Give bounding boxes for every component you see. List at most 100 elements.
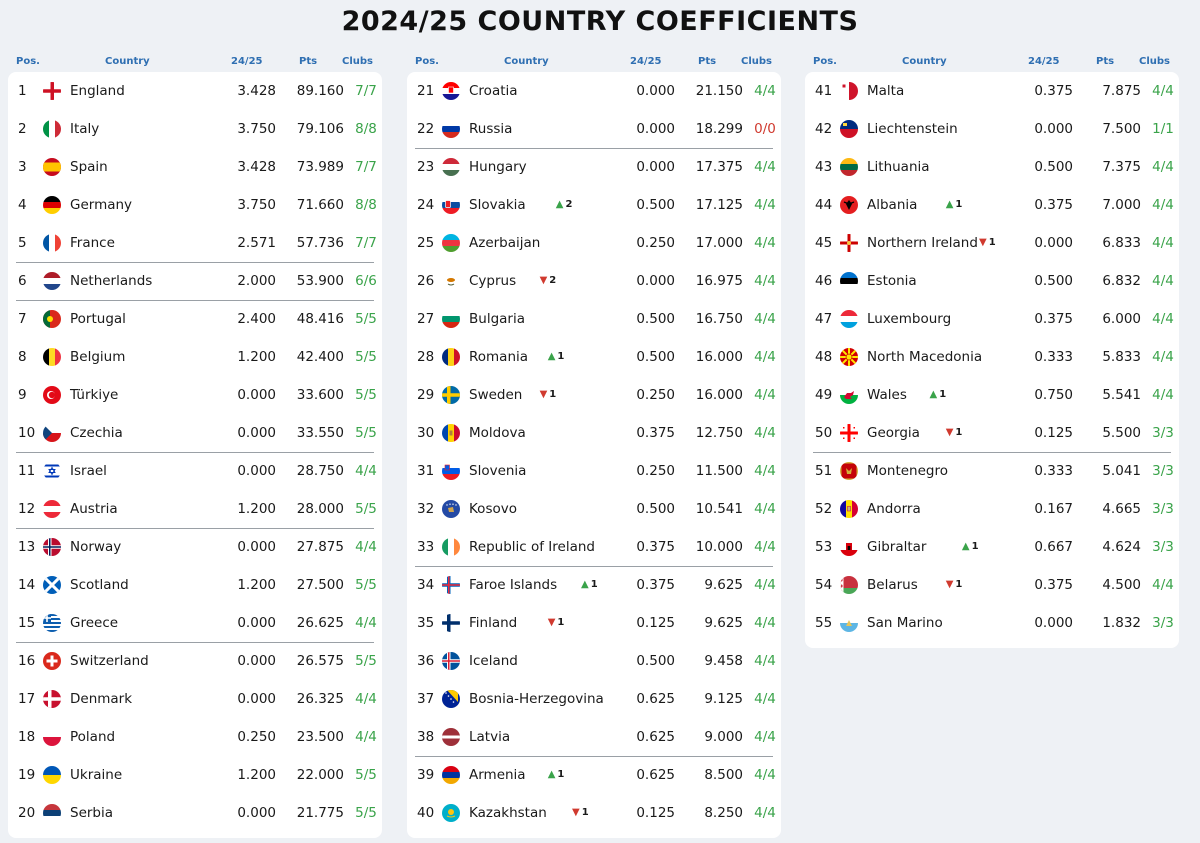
belgium-flag-icon [43, 348, 61, 366]
table-row: 32 Kosovo 0.500 10.541 4/4 [415, 490, 776, 528]
triangle-up-icon: ▲ [547, 769, 556, 780]
rank-cell: 25 [417, 235, 435, 251]
season-coefficient: 0.500 [636, 197, 675, 213]
rank-change-value: 1 [557, 769, 565, 780]
rank-cell: 26 [417, 273, 435, 289]
country-name: Italy [70, 121, 100, 137]
table-row: 50 Georgia ▼ 1 0.125 5.500 3/3 [813, 414, 1174, 453]
country-name: Northern Ireland [867, 235, 978, 251]
austria-flag-icon [43, 500, 61, 518]
rank-cell: 20 [18, 805, 36, 821]
header-season: 24/25 [630, 56, 662, 67]
total-points: 79.106 [296, 121, 344, 137]
table-header: Pos. Country 24/25 Pts Clubs [805, 48, 1179, 72]
clubs-remaining: 4/4 [754, 197, 776, 213]
season-coefficient: 0.625 [636, 691, 675, 707]
rank-down-indicator: ▼ 1 [946, 427, 963, 438]
season-coefficient: 0.375 [636, 425, 675, 441]
rank-cell: 39 [417, 767, 435, 783]
rank-up-indicator: ▲ 1 [962, 541, 979, 552]
clubs-remaining: 4/4 [754, 425, 776, 441]
rank-cell: 18 [18, 729, 36, 745]
total-points: 21.775 [296, 805, 344, 821]
ireland-flag-icon [442, 538, 460, 556]
clubs-remaining: 5/5 [355, 767, 377, 783]
season-coefficient: 0.000 [237, 463, 276, 479]
season-coefficient: 0.250 [636, 463, 675, 479]
table-row: 4 Germany 3.750 71.660 8/8 [16, 186, 377, 224]
rank-cell: 11 [18, 463, 36, 479]
header-clubs: Clubs [342, 56, 373, 67]
total-points: 89.160 [296, 83, 344, 99]
triangle-down-icon: ▼ [539, 275, 548, 286]
country-name: Faroe Islands [469, 577, 558, 593]
france-flag-icon [43, 234, 61, 252]
clubs-remaining: 0/0 [754, 121, 776, 137]
rank-cell: 22 [417, 121, 435, 137]
season-coefficient: 0.167 [1034, 501, 1073, 517]
total-points: 16.000 [695, 349, 743, 365]
season-coefficient: 0.125 [636, 805, 675, 821]
country-name: Sweden [469, 387, 523, 403]
page-title: 2024/25 COUNTRY COEFFICIENTS [341, 6, 859, 37]
season-coefficient: 0.625 [636, 767, 675, 783]
rank-cell: 48 [815, 349, 833, 365]
season-coefficient: 0.375 [1034, 577, 1073, 593]
table-row: 36 Iceland 0.500 9.458 4/4 [415, 642, 776, 680]
belarus-flag-icon [840, 576, 858, 594]
rank-cell: 17 [18, 691, 36, 707]
header-pos: Pos. [16, 56, 40, 67]
total-points: 5.833 [1102, 349, 1141, 365]
season-coefficient: 0.625 [636, 729, 675, 745]
table-row: 52 Andorra 0.167 4.665 3/3 [813, 490, 1174, 528]
clubs-remaining: 4/4 [1152, 273, 1174, 289]
country-name: Latvia [469, 729, 511, 745]
rank-cell: 1 [18, 83, 27, 99]
clubs-remaining: 4/4 [355, 615, 377, 631]
table-header: Pos. Country 24/25 Pts Clubs [407, 48, 781, 72]
triangle-up-icon: ▲ [547, 351, 556, 362]
rank-cell: 54 [815, 577, 833, 593]
clubs-remaining: 5/5 [355, 311, 377, 327]
clubs-remaining: 4/4 [754, 767, 776, 783]
azerbaijan-flag-icon [442, 234, 460, 252]
table-row: 18 Poland 0.250 23.500 4/4 [16, 718, 377, 756]
table-row: 54 Belarus ▼ 1 0.375 4.500 4/4 [813, 566, 1174, 604]
triangle-up-icon: ▲ [581, 579, 589, 590]
country-name: Scotland [70, 577, 129, 593]
rank-cell: 24 [417, 197, 435, 213]
rank-change-value: 1 [557, 617, 565, 628]
clubs-remaining: 3/3 [1152, 463, 1174, 479]
country-name: Montenegro [867, 463, 949, 479]
total-points: 16.000 [695, 387, 743, 403]
country-name: Cyprus [469, 273, 517, 289]
country-name: North Macedonia [867, 349, 983, 365]
norway-flag-icon [43, 538, 61, 556]
moldova-flag-icon [442, 424, 460, 442]
rank-cell: 13 [18, 539, 36, 555]
triangle-up-icon: ▲ [929, 389, 938, 400]
clubs-remaining: 4/4 [1152, 159, 1174, 175]
luxembourg-flag-icon [840, 310, 858, 328]
table-row: 26 Cyprus ▼ 2 0.000 16.975 4/4 [415, 262, 776, 300]
clubs-remaining: 6/6 [355, 273, 377, 289]
table-row: 7 Portugal 2.400 48.416 5/5 [16, 300, 377, 338]
romania-flag-icon [442, 348, 460, 366]
header-pos: Pos. [813, 56, 837, 67]
rank-cell: 16 [18, 653, 36, 669]
total-points: 26.625 [296, 615, 344, 631]
total-points: 71.660 [296, 197, 344, 213]
total-points: 27.875 [296, 539, 344, 555]
rank-cell: 47 [815, 311, 833, 327]
clubs-remaining: 5/5 [355, 501, 377, 517]
season-coefficient: 0.500 [1034, 159, 1073, 175]
table-row: 6 Netherlands 2.000 53.900 6/6 [16, 262, 377, 301]
rank-cell: 53 [815, 539, 833, 555]
header-season: 24/25 [231, 56, 263, 67]
rank-change-value: 1 [590, 579, 598, 590]
table-row: 31 Slovenia 0.250 11.500 4/4 [415, 452, 776, 490]
rank-cell: 40 [417, 805, 435, 821]
sweden-flag-icon [442, 386, 460, 404]
country-name: Czechia [70, 425, 123, 441]
total-points: 17.375 [695, 159, 743, 175]
